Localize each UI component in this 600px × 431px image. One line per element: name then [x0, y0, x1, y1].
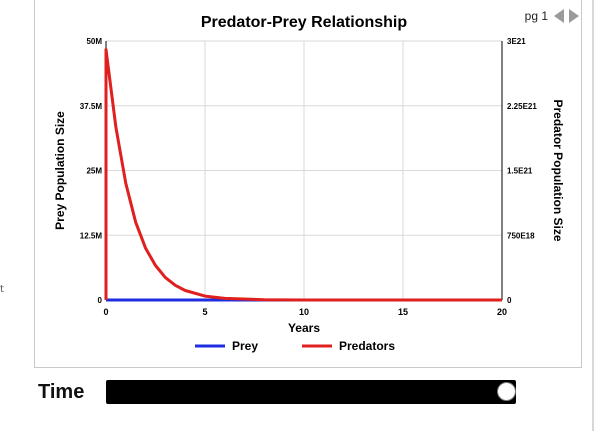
y-tick-label-left: 25M [86, 167, 102, 176]
x-tick-label: 15 [398, 307, 408, 317]
page-divider [592, 0, 594, 431]
time-slider[interactable] [106, 380, 517, 404]
chart-title: Predator-Prey Relationship [201, 14, 408, 31]
y-axis-label-left: Prey Population Size [53, 111, 67, 230]
legend-label-prey: Prey [232, 339, 258, 353]
y-axis-label-right: Predator Population Size [551, 99, 565, 241]
x-tick-label: 20 [497, 307, 507, 317]
y-tick-label-left: 0 [98, 296, 103, 305]
y-tick-label-left: 12.5M [80, 231, 103, 240]
chevron-left-icon[interactable] [554, 9, 564, 23]
x-tick-label: 0 [103, 307, 108, 317]
time-label: Time [38, 380, 85, 403]
y-tick-label-left: 37.5M [80, 102, 103, 111]
x-tick-label: 5 [202, 307, 207, 317]
x-tick-label: 10 [299, 307, 309, 317]
time-control: Time [38, 380, 517, 404]
y-tick-label-left: 50M [86, 37, 102, 46]
y-tick-label-right: 2.25E21 [507, 102, 537, 111]
series-line-predators [104, 48, 502, 302]
predator-prey-chart: 0 5 10 15 20012.5M25M37.5M50M0750E181.5E212.… [53, 14, 565, 353]
y-tick-label-right: 1.5E21 [507, 167, 533, 176]
edge-text-fragment: t [0, 284, 4, 295]
x-axis-label: Years [288, 321, 320, 335]
chevron-right-icon[interactable] [569, 9, 579, 23]
y-tick-label-right: 0 [507, 296, 512, 305]
y-tick-label-right: 3E21 [507, 37, 526, 46]
time-slider-thumb[interactable] [497, 382, 517, 401]
page-indicator: pg 1 [524, 9, 548, 23]
legend-label-predators: Predators [339, 339, 395, 353]
y-tick-label-right: 750E18 [507, 231, 535, 240]
pager: pg 1 [525, 9, 579, 23]
